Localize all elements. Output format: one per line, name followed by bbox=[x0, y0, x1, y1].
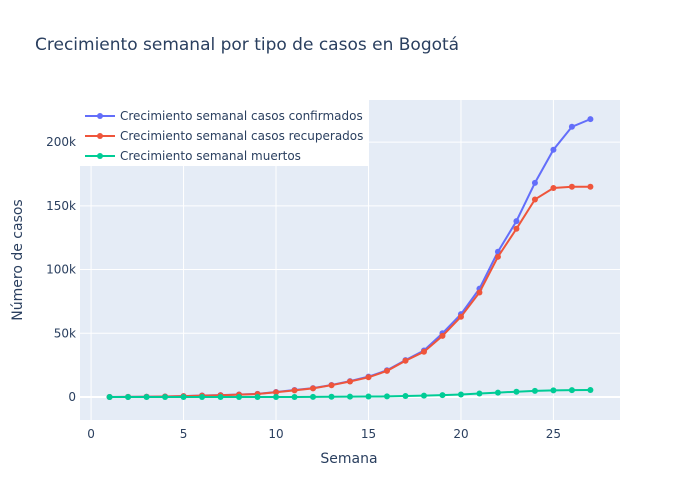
data-point bbox=[273, 389, 280, 396]
data-point bbox=[106, 394, 113, 401]
data-point bbox=[587, 116, 594, 123]
x-tick-labels: 0 5 10 15 20 25 bbox=[87, 427, 561, 441]
y-tick-label: 100k bbox=[46, 263, 76, 277]
data-point bbox=[420, 348, 427, 355]
legend-item[interactable]: Crecimiento semanal casos confirmados bbox=[85, 109, 363, 123]
legend-label: Crecimiento semanal muertos bbox=[120, 149, 301, 163]
data-point bbox=[402, 357, 409, 364]
legend-item[interactable]: Crecimiento semanal muertos bbox=[85, 149, 301, 163]
data-point bbox=[199, 394, 206, 401]
legend-item[interactable]: Crecimiento semanal casos recuperados bbox=[85, 129, 363, 143]
data-point bbox=[476, 289, 483, 296]
data-point bbox=[365, 374, 372, 381]
data-point bbox=[531, 196, 538, 203]
data-point bbox=[328, 382, 335, 389]
data-point bbox=[457, 313, 464, 320]
data-point bbox=[125, 394, 132, 401]
data-point bbox=[143, 394, 150, 401]
legend-box bbox=[80, 100, 369, 166]
data-point bbox=[550, 146, 557, 153]
data-point bbox=[494, 253, 501, 260]
data-point bbox=[568, 387, 575, 394]
series-1 bbox=[106, 183, 594, 401]
data-point bbox=[273, 394, 280, 401]
data-point bbox=[328, 393, 335, 400]
data-point bbox=[531, 387, 538, 394]
data-point bbox=[162, 394, 169, 401]
data-point bbox=[476, 390, 483, 397]
legend-swatch-marker bbox=[97, 153, 103, 159]
y-tick-label: 50k bbox=[54, 326, 76, 340]
data-point bbox=[217, 394, 224, 401]
data-point bbox=[513, 218, 520, 225]
data-point bbox=[457, 391, 464, 398]
legend[interactable]: Crecimiento semanal casos confirmados Cre… bbox=[80, 100, 369, 166]
x-tick-label: 0 bbox=[87, 427, 95, 441]
x-tick-label: 5 bbox=[180, 427, 188, 441]
data-point bbox=[291, 387, 298, 394]
data-point bbox=[291, 394, 298, 401]
data-point bbox=[513, 388, 520, 395]
data-point bbox=[236, 394, 243, 401]
x-tick-label: 15 bbox=[361, 427, 376, 441]
data-point bbox=[383, 367, 390, 374]
data-point bbox=[365, 393, 372, 400]
x-tick-label: 10 bbox=[268, 427, 283, 441]
y-tick-label: 200k bbox=[46, 135, 76, 149]
chart-title: Crecimiento semanal por tipo de casos en… bbox=[35, 35, 459, 55]
data-point bbox=[568, 183, 575, 190]
data-point bbox=[550, 387, 557, 394]
legend-swatch-marker bbox=[97, 113, 103, 119]
data-point bbox=[254, 394, 261, 401]
legend-label: Crecimiento semanal casos recuperados bbox=[120, 129, 363, 143]
data-point bbox=[383, 393, 390, 400]
x-tick-label: 20 bbox=[453, 427, 468, 441]
data-point bbox=[587, 387, 594, 394]
data-point bbox=[347, 393, 353, 400]
data-point bbox=[310, 393, 317, 400]
y-tick-label: 150k bbox=[46, 199, 76, 213]
data-point bbox=[420, 392, 427, 399]
y-tick-labels: 0 50k 100k 150k 200k bbox=[46, 135, 76, 404]
x-axis-title: Semana bbox=[320, 451, 377, 467]
data-point bbox=[494, 389, 501, 396]
data-point bbox=[439, 332, 446, 339]
series-layer bbox=[106, 116, 594, 401]
data-point bbox=[513, 225, 520, 232]
y-tick-label: 0 bbox=[68, 390, 76, 404]
data-point bbox=[587, 183, 594, 190]
data-point bbox=[550, 184, 557, 191]
data-point bbox=[439, 392, 446, 399]
data-point bbox=[402, 393, 409, 400]
legend-swatch-marker bbox=[97, 133, 103, 139]
x-tick-label: 25 bbox=[546, 427, 561, 441]
data-point bbox=[180, 394, 187, 401]
series-2 bbox=[106, 387, 594, 401]
data-point bbox=[531, 179, 538, 186]
legend-label: Crecimiento semanal casos confirmados bbox=[120, 109, 363, 123]
data-point bbox=[347, 378, 353, 385]
data-point bbox=[568, 123, 575, 130]
data-point bbox=[310, 385, 317, 392]
y-axis-title: Número de casos bbox=[10, 199, 26, 320]
